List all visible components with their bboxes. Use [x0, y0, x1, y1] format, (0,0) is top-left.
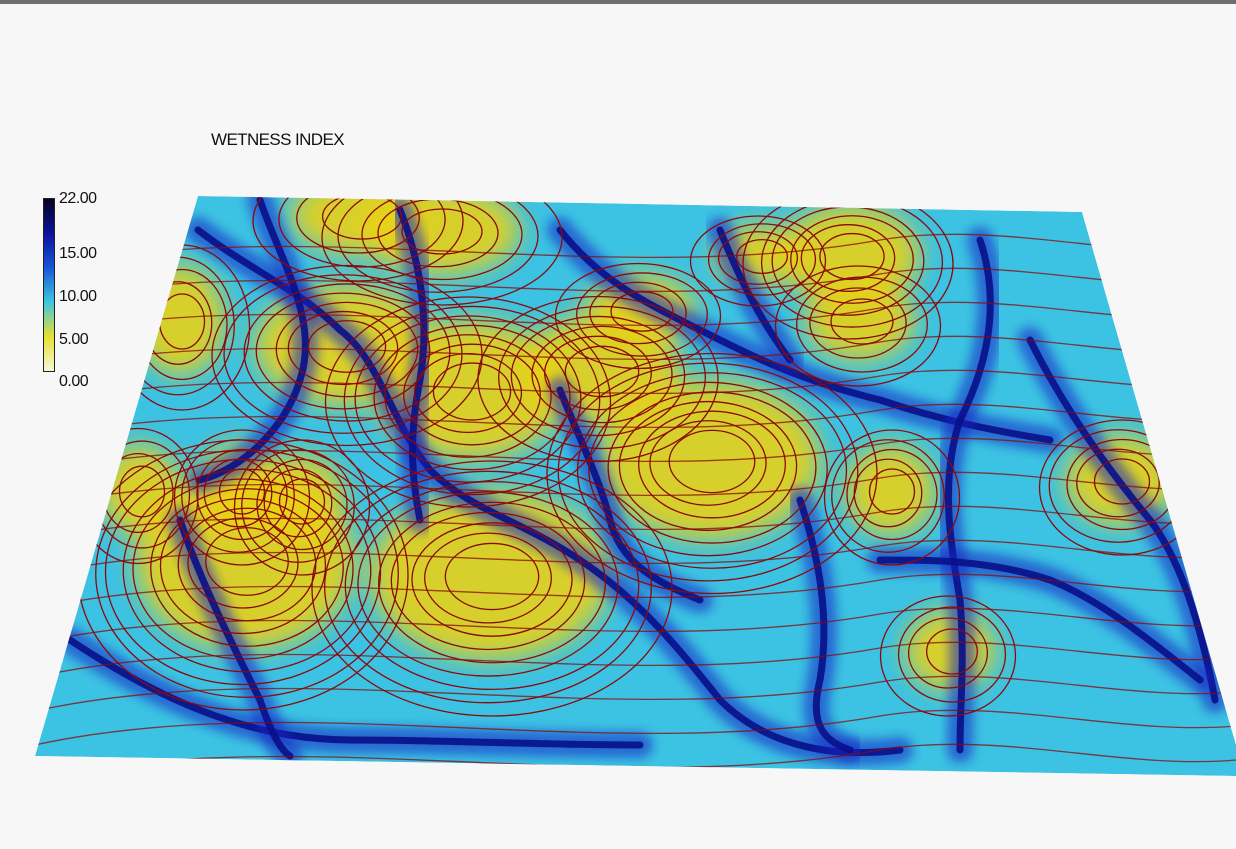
legend-tick-label: 22.00: [59, 190, 97, 207]
legend-tick-label: 5.00: [59, 331, 89, 348]
legend-tick-label: 0.00: [59, 373, 89, 390]
color-legend: 22.00 15.00 10.00 5.00 0.00: [40, 190, 160, 390]
window-top-strip: [0, 0, 1236, 4]
legend-tick-label: 15.00: [59, 245, 97, 262]
legend-color-bar: [43, 198, 55, 372]
map-title: WETNESS INDEX: [211, 130, 345, 149]
legend-tick-label: 10.00: [59, 288, 97, 305]
